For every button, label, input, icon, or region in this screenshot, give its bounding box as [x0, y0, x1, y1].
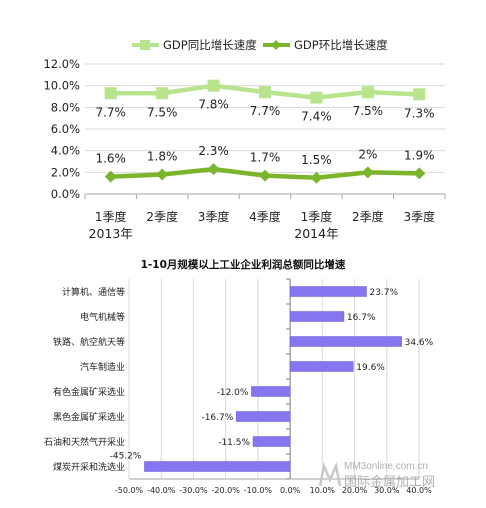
x-tick-label: 1季度 — [301, 209, 333, 224]
data-label: 7.7% — [250, 104, 281, 118]
data-point — [207, 79, 220, 92]
x-tick-label: 2季度 — [146, 209, 178, 224]
data-label: 7.3% — [404, 106, 435, 120]
bar-value-label: 34.6% — [405, 338, 434, 348]
bar — [251, 386, 291, 397]
data-point — [310, 91, 323, 104]
data-label: 2.3% — [198, 144, 229, 158]
data-label: 7.5% — [147, 105, 178, 119]
bar-value-label: 16.7% — [347, 313, 376, 323]
bar-chart-title: 1-10月规模以上工业企业利润总额同比增速 — [141, 258, 346, 271]
data-point — [310, 171, 323, 184]
y-tick-label: 2.0% — [51, 165, 80, 179]
data-label: 7.7% — [95, 105, 126, 119]
legend-label: GDP环比增长速度 — [294, 38, 388, 52]
y-tick-label: 6.0% — [51, 122, 80, 136]
data-point — [156, 87, 169, 100]
x-tick-label: 3季度 — [198, 209, 230, 224]
bar — [289, 361, 354, 372]
legend: GDP同比增长速度 GDP环比增长速度 — [132, 38, 388, 52]
y-tick-label: 4.0% — [51, 144, 80, 158]
bar-value-label: 23.7% — [369, 288, 398, 298]
data-point — [156, 168, 169, 181]
category-label: 有色金属矿采选业 — [53, 386, 125, 398]
x-tick-label: 30.0% — [374, 486, 400, 495]
x-tick-label: -10.0% — [244, 486, 273, 495]
gdp-line-chart: 0.0% 2.0% 4.0% 6.0% 8.0% 10.0% 12.0% 1季度 2季度 3季度 4… — [43, 38, 446, 241]
x-tick-label: 10.0% — [310, 486, 336, 495]
data-point — [361, 86, 374, 99]
bar — [144, 461, 291, 472]
x-tick-label: 4季度 — [249, 209, 281, 224]
category-label: 汽车制造业 — [80, 361, 125, 373]
category-label: 煤炭开采和洗选业 — [53, 461, 125, 473]
data-label: 1.6% — [95, 152, 126, 166]
data-point — [259, 169, 271, 182]
data-point — [104, 87, 117, 100]
bar — [289, 311, 345, 322]
bar-value-label: -12.0% — [217, 388, 249, 398]
data-point — [413, 167, 426, 180]
x-tick-label: 40.0% — [406, 486, 432, 495]
data-label: 2% — [358, 147, 377, 161]
data-label: 1.5% — [301, 153, 332, 167]
legend-marker — [140, 40, 150, 50]
x-tick-label: 1季度 — [95, 209, 127, 224]
year-label: 2013年 — [89, 226, 133, 241]
watermark-line2: 国际金属加工网 — [344, 474, 435, 490]
data-label: 7.8% — [198, 98, 229, 112]
data-label: 1.8% — [147, 150, 178, 164]
watermark-logo: MM3online.com.cn 国际金属加工网 — [318, 461, 435, 490]
data-label: 7.5% — [353, 104, 384, 118]
x-tick-label: -40.0% — [147, 486, 176, 495]
category-label: 铁路、航空航天等 — [53, 336, 125, 348]
x-tick-label: -20.0% — [212, 486, 241, 495]
x-tick-label: -30.0% — [179, 486, 208, 495]
bar-value-label: -16.7% — [201, 413, 233, 423]
data-label: 7.4% — [301, 110, 332, 124]
bar — [289, 286, 367, 297]
bar — [252, 436, 291, 447]
x-tick-label: -50.0% — [115, 486, 144, 495]
data-label: 1.7% — [250, 151, 281, 165]
bar-value-label: 19.6% — [356, 363, 385, 373]
data-label: 1.9% — [404, 148, 435, 162]
bar-value-label: -45.2% — [110, 452, 142, 462]
category-label: 计算机、通信等 — [62, 286, 125, 298]
y-tick-label: 0.0% — [51, 187, 80, 201]
category-label: 黑色金属矿采选业 — [53, 411, 125, 423]
y-tick-label: 8.0% — [51, 100, 80, 114]
bar — [289, 336, 402, 347]
data-point — [361, 166, 374, 179]
x-tick-label: 3季度 — [403, 209, 435, 224]
category-label: 电气机械等 — [80, 311, 125, 323]
legend-marker — [271, 40, 281, 50]
data-point — [413, 88, 426, 101]
profit-bar-chart: 1-10月规模以上工业企业利润总额同比增速-50.0% -40.0% -30.0% -… — [44, 258, 434, 495]
bar — [236, 411, 291, 422]
bar-value-label: -11.5% — [218, 438, 250, 448]
watermark-line1: MM3online.com.cn — [344, 461, 428, 472]
data-point — [207, 163, 220, 176]
x-tick-label: 0.0% — [280, 486, 301, 495]
x-tick-label: 2季度 — [352, 209, 384, 224]
data-point — [104, 170, 117, 183]
data-point — [259, 86, 271, 99]
y-tick-label: 10.0% — [43, 79, 80, 93]
year-label: 2014年 — [294, 226, 338, 241]
y-tick-label: 12.0% — [43, 57, 80, 71]
x-tick-label: 20.0% — [342, 486, 368, 495]
legend-label: GDP同比增长速度 — [163, 38, 257, 52]
category-label: 石油和天然气开采业 — [44, 436, 125, 448]
